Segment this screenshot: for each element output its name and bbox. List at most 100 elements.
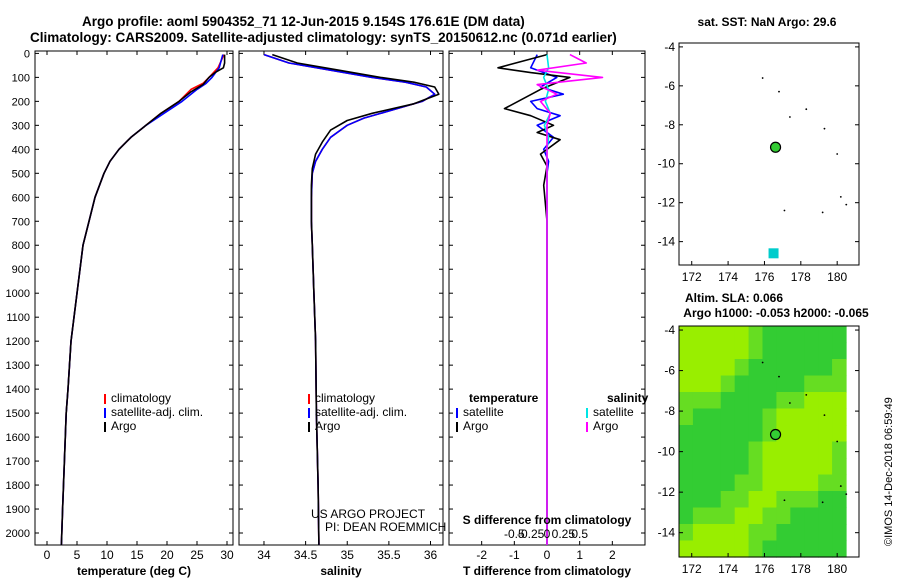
sla-cell bbox=[706, 392, 722, 410]
sla-cell bbox=[720, 507, 736, 525]
argo-position-marker bbox=[769, 428, 782, 441]
sla-cell bbox=[734, 524, 750, 542]
sla-cell bbox=[734, 474, 750, 492]
island-dot bbox=[821, 501, 824, 504]
sla-cell bbox=[790, 458, 805, 476]
x-tick-label: -1 bbox=[509, 548, 520, 562]
sla-cell bbox=[748, 425, 764, 443]
island-dot bbox=[761, 77, 764, 79]
sla-cell bbox=[818, 524, 833, 542]
sla-cell bbox=[692, 507, 708, 525]
map-y-tick-label: -8 bbox=[664, 404, 675, 418]
map-x-tick-label: 176 bbox=[754, 562, 774, 576]
island-dot bbox=[805, 393, 808, 396]
sla-cell bbox=[776, 491, 791, 509]
sla-cell bbox=[720, 524, 736, 542]
sla-cell bbox=[748, 507, 764, 525]
sla-cell bbox=[818, 408, 833, 426]
sla-map-title: Altim. SLA: 0.066 bbox=[685, 291, 783, 305]
sla-cell bbox=[734, 375, 750, 393]
sla-cell bbox=[679, 342, 694, 360]
sla-cell bbox=[706, 540, 722, 558]
island-dot bbox=[845, 493, 848, 496]
map-y-tick-label: -12 bbox=[658, 196, 676, 210]
figure-title-line2: Climatology: CARS2009. Satellite-adjuste… bbox=[30, 30, 617, 45]
depth-tick-label: 900 bbox=[12, 264, 30, 276]
sla-cell bbox=[692, 359, 708, 377]
sla-cell bbox=[790, 408, 805, 426]
sla-cell bbox=[720, 425, 736, 443]
x-tick-label: 35.5 bbox=[377, 548, 401, 562]
sla-cell bbox=[776, 425, 791, 443]
sla-cell bbox=[804, 441, 819, 459]
island-dot bbox=[836, 440, 839, 443]
sla-cell bbox=[832, 342, 847, 360]
argo-position-marker bbox=[769, 141, 782, 153]
annotation-project: US ARGO PROJECT bbox=[311, 507, 426, 521]
depth-tick-label: 400 bbox=[12, 144, 30, 156]
sla-cell bbox=[804, 425, 819, 443]
x-tick-label: 0 bbox=[544, 548, 551, 562]
sla-cell bbox=[776, 524, 791, 542]
sla-cell bbox=[818, 458, 833, 476]
s-tick-label: 0 bbox=[544, 527, 551, 541]
sla-cell bbox=[679, 507, 694, 525]
x-tick-label: 0 bbox=[44, 548, 51, 562]
sla-cell bbox=[679, 375, 694, 393]
depth-tick-label: 300 bbox=[12, 120, 30, 132]
series-line-argo bbox=[272, 53, 440, 546]
sla-cell bbox=[706, 458, 722, 476]
sla-cell bbox=[748, 342, 764, 360]
sla-cell bbox=[762, 524, 778, 542]
sla-cell bbox=[748, 359, 764, 377]
legend-label: Argo bbox=[111, 419, 137, 433]
s-tick-label: -0.5 bbox=[504, 527, 525, 541]
sla-cell bbox=[790, 491, 805, 509]
sla-cell bbox=[734, 359, 750, 377]
x-tick-label: 5 bbox=[74, 548, 81, 562]
map-x-tick-label: 174 bbox=[718, 270, 738, 284]
sla-cell bbox=[776, 359, 791, 377]
depth-tick-label: 1900 bbox=[6, 504, 30, 516]
sla-cell bbox=[776, 458, 791, 476]
map-frame-sst_map bbox=[678, 42, 860, 266]
sla-cell bbox=[762, 392, 778, 410]
sla-cell bbox=[790, 375, 805, 393]
sst-marker bbox=[768, 248, 779, 259]
sla-cell bbox=[706, 474, 722, 492]
sla-cell bbox=[804, 474, 819, 492]
sla-cell bbox=[734, 491, 750, 509]
x-axis-label-difference: T difference from climatology bbox=[463, 564, 631, 578]
x-tick-label: 34 bbox=[257, 548, 271, 562]
sla-cell bbox=[818, 375, 833, 393]
sla-cell bbox=[790, 441, 805, 459]
legend-label: climatology bbox=[111, 391, 171, 405]
sla-cell bbox=[804, 359, 819, 377]
map-x-tick-label: 178 bbox=[791, 270, 811, 284]
sla-cell bbox=[762, 491, 778, 509]
sla-cell bbox=[790, 507, 805, 525]
figure-title-line1: Argo profile: aoml 5904352_71 12-Jun-201… bbox=[82, 14, 525, 29]
sla-cell bbox=[832, 326, 847, 344]
sla-cell bbox=[720, 474, 736, 492]
x-axis-label-temperature: temperature (deg C) bbox=[77, 564, 191, 578]
sla-cell bbox=[818, 425, 833, 443]
island-dot bbox=[789, 402, 791, 404]
sla-cell bbox=[790, 359, 805, 377]
sla-cell bbox=[776, 507, 791, 525]
sla-cell bbox=[776, 342, 791, 360]
sla-cell bbox=[804, 458, 819, 476]
sla-cell bbox=[776, 441, 791, 459]
sla-cell bbox=[776, 408, 791, 426]
panel-frame-salinity bbox=[238, 50, 444, 546]
sla-cell bbox=[679, 359, 694, 377]
sla-cell bbox=[748, 524, 764, 542]
sla-cell bbox=[804, 326, 819, 344]
sla-cell bbox=[679, 540, 694, 558]
map-y-tick-label: -14 bbox=[658, 526, 676, 540]
sla-cell bbox=[692, 392, 708, 410]
legend-label: satellite bbox=[463, 405, 504, 419]
depth-tick-label: 1600 bbox=[6, 432, 30, 444]
sla-cell bbox=[804, 507, 819, 525]
